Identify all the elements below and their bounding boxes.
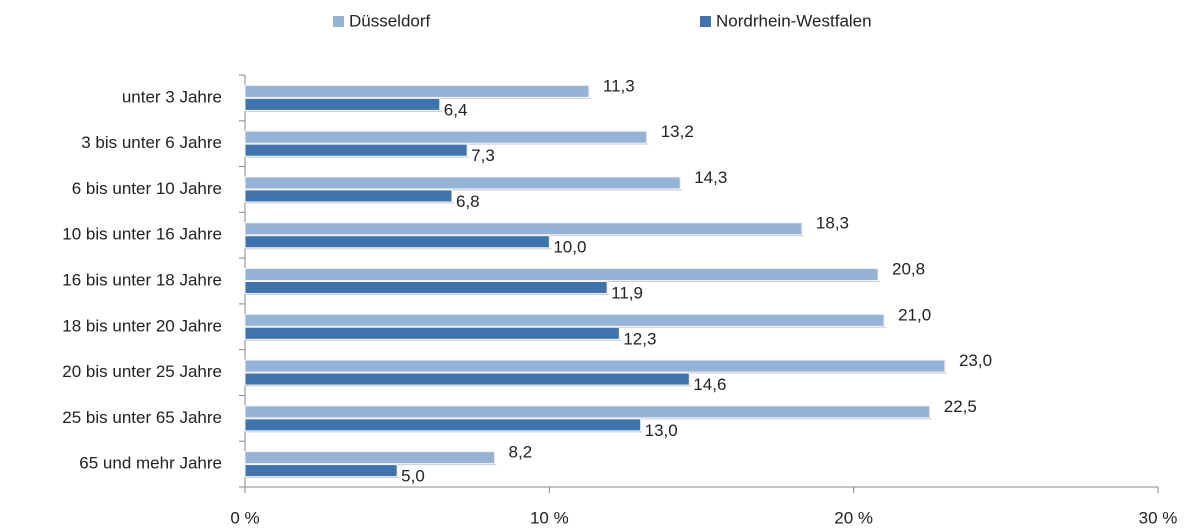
value-label: 5,0 [401, 467, 425, 486]
value-label: 14,3 [694, 168, 727, 187]
value-label: 18,3 [816, 214, 849, 233]
bar [244, 143, 468, 157]
y-tick-label: 20 bis unter 25 Jahre [62, 362, 222, 381]
bar [244, 464, 398, 478]
y-tick-label: 18 bis unter 20 Jahre [62, 316, 222, 335]
legend-label: Düsseldorf [349, 11, 431, 30]
bar [244, 97, 441, 111]
value-label: 14,6 [693, 375, 726, 394]
value-label: 20,8 [892, 259, 925, 278]
value-label: 13,2 [661, 122, 694, 141]
y-tick-label: 65 und mehr Jahre [79, 454, 222, 473]
bar [244, 405, 931, 419]
value-label: 10,0 [553, 238, 586, 257]
x-tick-label: 0 % [230, 508, 259, 527]
y-tick-label: 6 bis unter 10 Jahre [72, 179, 222, 198]
bar [244, 451, 496, 465]
legend-label: Nordrhein-Westfalen [716, 11, 872, 30]
legend-swatch [333, 16, 344, 27]
bar [244, 235, 550, 249]
value-label: 12,3 [623, 329, 656, 348]
bar [244, 176, 681, 190]
value-label: 6,4 [444, 100, 468, 119]
bar [244, 84, 590, 98]
value-label: 8,2 [509, 443, 533, 462]
bar [244, 359, 946, 373]
x-tick-label: 10 % [530, 508, 569, 527]
y-tick-label: unter 3 Jahre [122, 87, 222, 106]
value-label: 7,3 [471, 146, 495, 165]
y-tick-label: 16 bis unter 18 Jahre [62, 270, 222, 289]
x-tick-label: 20 % [834, 508, 873, 527]
value-label: 11,9 [611, 283, 643, 302]
bar [244, 268, 879, 281]
value-label: 23,0 [959, 351, 992, 370]
value-label: 22,5 [944, 397, 977, 416]
bar [244, 313, 885, 327]
y-tick-label: 25 bis unter 65 Jahre [62, 408, 222, 427]
y-tick-label: 3 bis unter 6 Jahre [81, 133, 222, 152]
bar [244, 281, 608, 294]
value-label: 21,0 [898, 305, 931, 324]
legend-swatch [700, 16, 711, 27]
bar [244, 418, 642, 432]
value-label: 13,0 [645, 421, 678, 440]
value-label: 6,8 [456, 192, 480, 211]
bar [244, 189, 453, 203]
value-label: 11,3 [603, 76, 635, 95]
bar [244, 326, 620, 340]
bar [244, 372, 690, 386]
y-tick-label: 10 bis unter 16 Jahre [62, 225, 222, 244]
x-tick-label: 30 % [1139, 508, 1178, 527]
bar [244, 222, 803, 236]
bar [244, 130, 648, 144]
